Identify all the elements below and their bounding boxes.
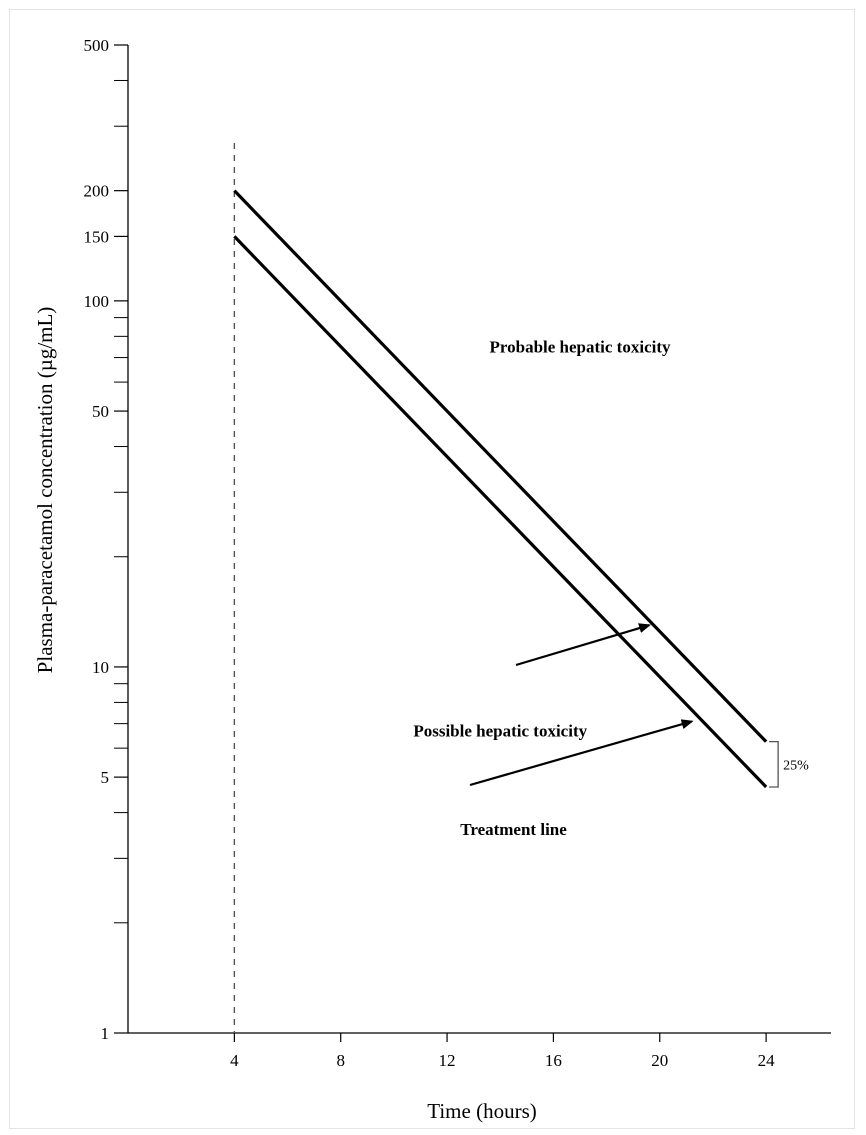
treatment-line-label: Treatment line [460,820,567,839]
x-tick-label: 8 [336,1051,345,1070]
percent-label: 25% [783,758,809,773]
y-tick-label: 1 [101,1024,110,1043]
y-tick-label: 200 [84,182,110,201]
y-tick-label: 5 [101,768,110,787]
x-axis: 4 8 12 16 20 24 [128,1032,831,1070]
series-group [233,189,768,789]
x-tick-label: 12 [439,1051,456,1070]
y-tick-label: 10 [92,658,109,677]
percent-bracket [769,741,779,788]
treatment-line [233,235,768,789]
y-tick-label: 100 [84,292,110,311]
x-axis-title: Time (hours) [427,1099,536,1123]
possible-toxicity-line [233,189,768,743]
y-tick-label: 500 [84,36,110,55]
possible-toxicity-label: Possible hepatic toxicity [413,721,587,740]
chart-frame [9,9,855,1129]
probable-toxicity-label: Probable hepatic toxicity [490,338,671,357]
x-tick-label: 20 [651,1051,668,1070]
x-tick-label: 4 [230,1051,239,1070]
y-axis-title: Plasma-paracetamol concentration (µg/mL) [33,307,57,674]
annotations-group: Probable hepatic toxicity Possible hepati… [413,338,809,840]
x-tick-label: 24 [758,1051,776,1070]
y-tick-label: 150 [84,227,110,246]
x-tick-label: 16 [545,1051,562,1070]
y-tick-label: 50 [92,402,109,421]
y-axis: 1 5 10 50 100 150 200 500 [84,36,129,1043]
treatment-line-arrow [469,719,694,787]
possible-toxicity-arrow [515,623,652,667]
